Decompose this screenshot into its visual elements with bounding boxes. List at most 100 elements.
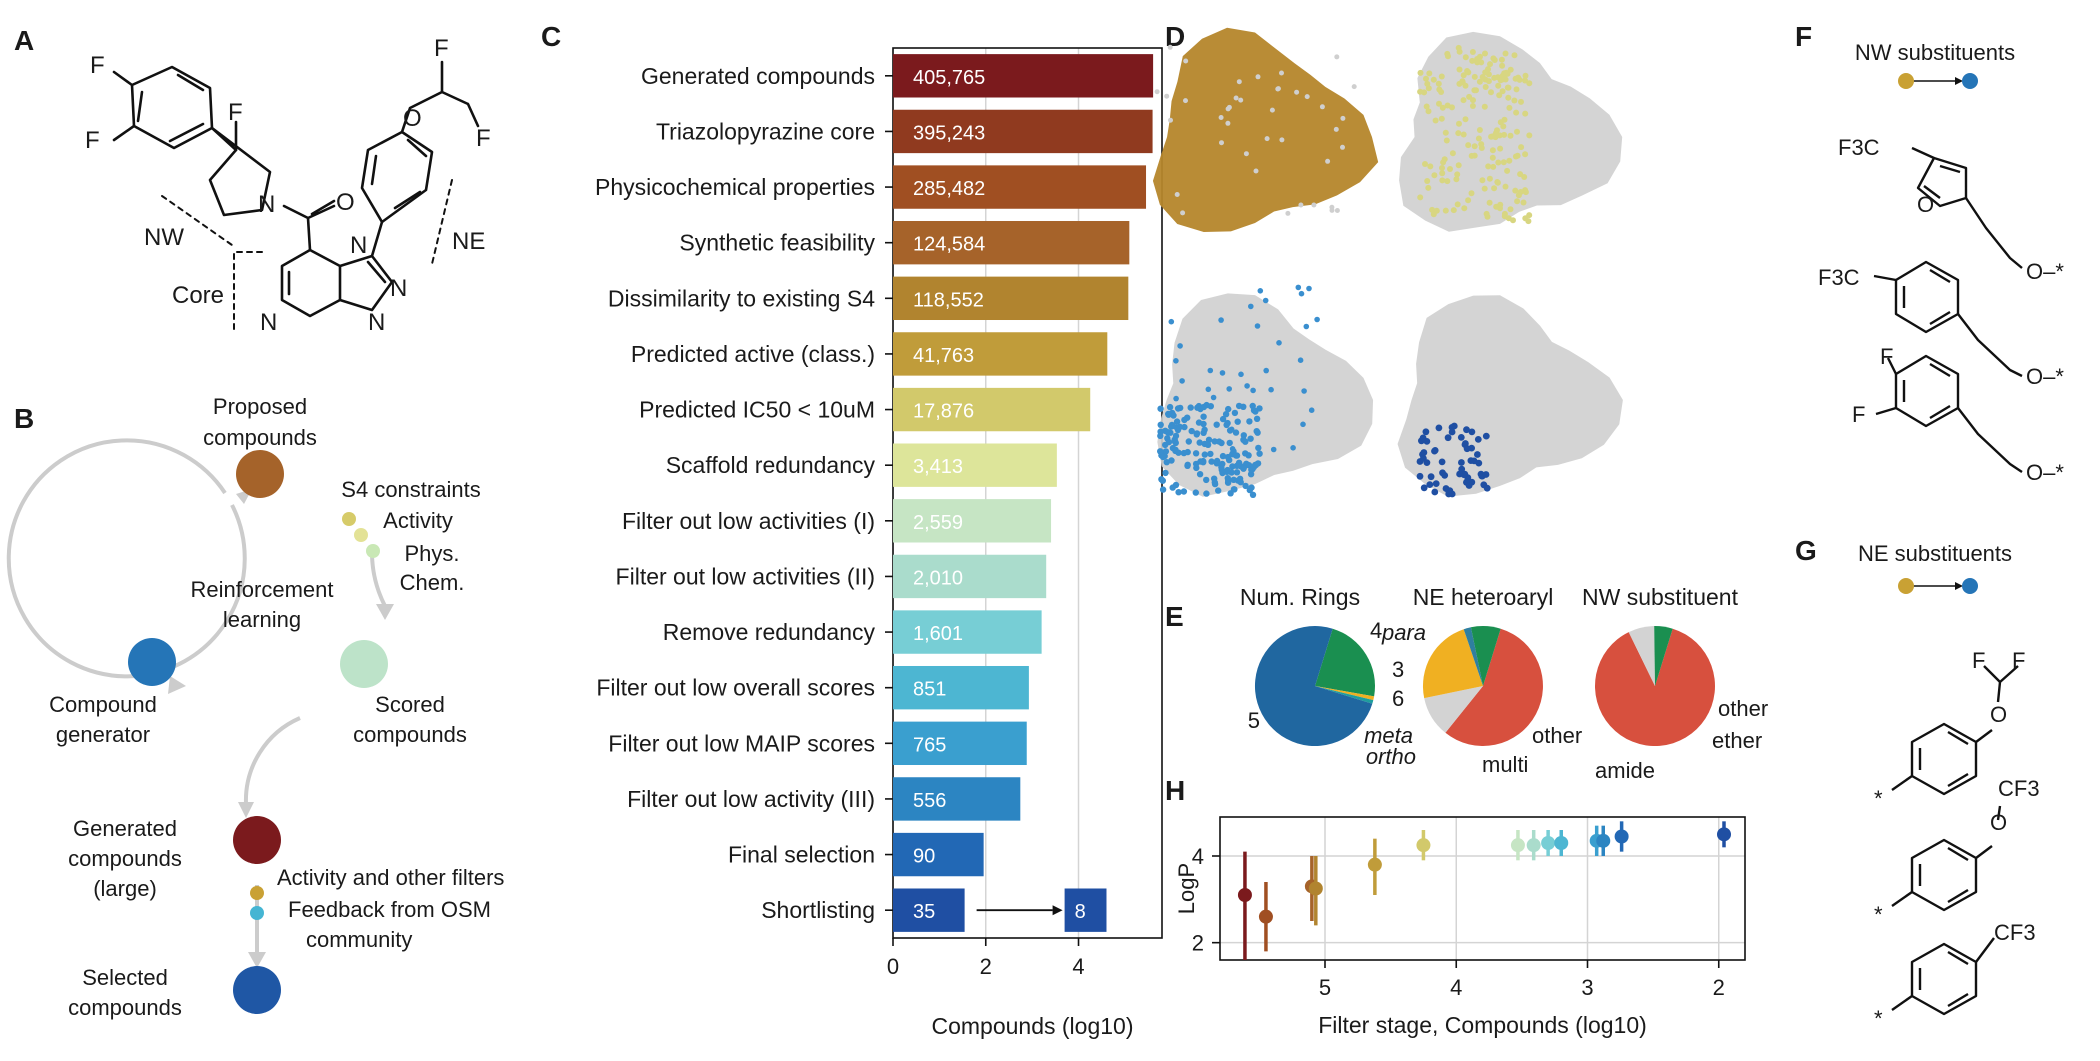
tsne-point <box>1478 59 1485 66</box>
tsne-point <box>1177 404 1184 412</box>
tsne-point <box>1481 103 1488 110</box>
tsne-point <box>1229 446 1236 452</box>
atom-f: F <box>2012 648 2025 673</box>
tsne-point <box>1243 151 1249 157</box>
bar <box>893 165 1147 209</box>
label-nw: NW <box>144 224 184 251</box>
tsne-point <box>1253 168 1259 174</box>
tsne-point <box>1496 92 1503 99</box>
bar <box>893 721 1027 766</box>
substituent-formula: F3C <box>1818 265 1860 290</box>
category-label: Synthetic feasibility <box>679 230 875 256</box>
tsne-point <box>1340 115 1346 121</box>
arrow-head <box>168 676 186 694</box>
bar-value-label: 2,559 <box>913 512 963 534</box>
tsne-point <box>1256 450 1263 457</box>
phenyl-aromatic <box>370 138 428 210</box>
data-point <box>1717 827 1731 842</box>
tsne-point <box>1304 94 1310 100</box>
tsne-point <box>1497 145 1504 152</box>
tsne-point <box>1157 405 1164 412</box>
tsne-point <box>1499 62 1506 69</box>
tsne-point <box>1482 69 1489 76</box>
tsne-point <box>1184 461 1191 468</box>
tsne-point <box>1159 486 1167 493</box>
tsne-point <box>1207 367 1214 374</box>
bar <box>893 499 1052 543</box>
panel-letter-f: F <box>1795 21 1812 52</box>
constraints-label: Activity <box>383 508 453 533</box>
tsne-point <box>1201 426 1208 433</box>
tsne-point <box>1522 72 1529 79</box>
tsne-point <box>1438 73 1445 80</box>
atom-f: F <box>228 99 243 126</box>
tsne-cloud <box>1399 31 1623 232</box>
tsne-point <box>1425 184 1432 191</box>
tsne-point <box>1229 463 1236 470</box>
atom-n: N <box>258 191 275 218</box>
x-axis-label: Compounds (log10) <box>931 1013 1133 1039</box>
tsne-point <box>1444 178 1451 185</box>
tsne-point <box>1242 482 1249 490</box>
scored-node <box>340 640 388 688</box>
panel-g-ne-substituents: NE substituents F F O * O CF3 * CF3 * <box>1858 541 2040 1031</box>
x-tick-label: 3 <box>1581 975 1593 1000</box>
aryl-bond <box>370 220 384 258</box>
tsne-point <box>1218 466 1226 474</box>
legend-dot-blue <box>1962 578 1978 594</box>
tsne-point <box>1512 75 1519 82</box>
tsne-point <box>1457 434 1465 441</box>
pie-slice <box>1463 627 1483 686</box>
tsne-point <box>1205 436 1213 443</box>
tsne-point <box>1498 56 1505 63</box>
tsne-point <box>1193 431 1200 438</box>
tsne-point <box>1456 120 1462 127</box>
tsne-point <box>1253 415 1261 422</box>
shortlist-bar <box>1064 888 1107 932</box>
pie-slice <box>1424 686 1483 733</box>
tsne-cloud <box>1397 295 1623 497</box>
tsne-point <box>1196 439 1203 446</box>
tsne-point <box>1276 340 1282 346</box>
tsne-point <box>1521 174 1528 180</box>
tsne-point <box>1491 185 1498 192</box>
pie-slice <box>1315 686 1375 701</box>
bar-value-label: 851 <box>913 679 946 701</box>
tsne-point <box>1179 378 1185 384</box>
tsne-point <box>1477 53 1483 60</box>
panel-letter-c: C <box>541 21 561 52</box>
atom-o: O <box>1990 702 2007 727</box>
panel-d-tsne-maps <box>1152 27 1623 498</box>
bar-value-label: 17,876 <box>913 401 974 423</box>
tsne-point <box>1248 484 1255 491</box>
tsne-point <box>1513 86 1520 93</box>
pie-label: 5 <box>1248 708 1260 733</box>
tsne-point <box>1224 475 1232 482</box>
attachment: O‒* <box>2026 259 2064 284</box>
tsne-point <box>1479 74 1486 80</box>
panel-letter-d: D <box>1165 21 1185 52</box>
tsne-point <box>1181 423 1188 431</box>
tsne-point <box>1174 192 1180 197</box>
tsne-point <box>1486 199 1493 206</box>
data-point <box>1510 838 1525 853</box>
constraint-dot <box>354 528 368 542</box>
tsne-point <box>1168 457 1175 464</box>
selected-node <box>233 966 281 1014</box>
tsne-point <box>1522 151 1529 158</box>
tsne-point <box>1482 50 1488 57</box>
feedback-dot <box>250 906 264 920</box>
tsne-point <box>1518 144 1525 151</box>
scored-label: Scored <box>375 692 445 717</box>
tsne-point <box>1436 86 1443 93</box>
tsne-point <box>1497 205 1503 212</box>
tsne-point <box>1333 126 1339 132</box>
pie-label: ortho <box>1366 744 1416 769</box>
arrow-head <box>238 802 254 818</box>
tsne-point <box>1476 127 1483 133</box>
tsne-point <box>1471 73 1478 80</box>
tsne-point <box>1465 482 1473 489</box>
pie-label: 4 <box>1370 618 1382 643</box>
category-label: Generated compounds <box>641 63 875 89</box>
